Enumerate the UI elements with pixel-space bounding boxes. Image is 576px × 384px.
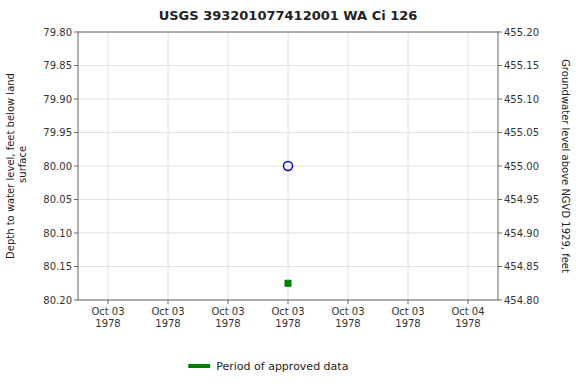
tick-mark <box>498 233 502 234</box>
tick-mark <box>74 65 78 66</box>
tick-mark <box>498 199 502 200</box>
tick-label: Oct 041978 <box>451 306 484 329</box>
data-point <box>285 280 291 286</box>
plot-frame <box>78 32 498 300</box>
tick-mark <box>108 300 109 304</box>
grid-line <box>408 32 409 300</box>
data-point <box>284 162 293 171</box>
tick-mark <box>348 300 349 304</box>
background <box>0 0 576 384</box>
tick-label: 79.85 <box>43 60 72 71</box>
text-line: Depth to water level, feet below land <box>5 73 16 259</box>
tick-mark <box>288 300 289 304</box>
tick-label: 80.10 <box>43 228 72 239</box>
text-line: Oct 03 <box>271 306 304 317</box>
tick-mark <box>74 166 78 167</box>
tick-label: 80.05 <box>43 194 72 205</box>
tick-mark <box>74 32 78 33</box>
text-line: Oct 04 <box>451 306 484 317</box>
chart: 79.80 79.85 79.90 79.95 80.00 80.05 80.10 80.15… <box>0 0 576 384</box>
tick-mark <box>498 166 502 167</box>
tick-label: Oct 031978 <box>391 306 424 329</box>
tick-mark <box>498 99 502 100</box>
text-line: 1978 <box>455 318 480 329</box>
axes: 79.80 79.85 79.90 79.95 80.00 80.05 80.10 80.15… <box>43 27 539 330</box>
grid <box>78 32 498 300</box>
tick-label: 454.80 <box>504 295 539 306</box>
tick-mark <box>74 99 78 100</box>
text-line: Oct 03 <box>151 306 184 317</box>
tick-label: 454.85 <box>504 261 539 272</box>
tick-mark <box>498 32 502 33</box>
tick-mark <box>228 300 229 304</box>
grid-line <box>468 32 469 300</box>
text-line: 1978 <box>275 318 300 329</box>
grid-line <box>108 32 109 300</box>
tick-label: Oct 031978 <box>91 306 124 329</box>
text-line: 1978 <box>335 318 360 329</box>
tick-mark <box>74 233 78 234</box>
grid-line <box>168 32 169 300</box>
text-line: Oct 03 <box>91 306 124 317</box>
tick-mark <box>168 300 169 304</box>
legend: Period of approved data <box>188 360 348 373</box>
tick-label: 80.20 <box>43 295 72 306</box>
grid-line <box>348 32 349 300</box>
tick-label: 80.15 <box>43 261 72 272</box>
tick-label: Oct 031978 <box>331 306 364 329</box>
legend-swatch <box>188 364 210 368</box>
tick-mark <box>498 300 502 301</box>
tick-label: 455.20 <box>504 27 539 38</box>
tick-mark <box>74 266 78 267</box>
grid-line <box>228 32 229 300</box>
text-line: surface <box>17 146 28 186</box>
text-line: 1978 <box>95 318 120 329</box>
tick-label: 455.05 <box>504 127 539 138</box>
text-line: Oct 03 <box>211 306 244 317</box>
text-line: Oct 03 <box>391 306 424 317</box>
tick-label: 455.00 <box>504 161 539 172</box>
tick-label: 79.80 <box>43 27 72 38</box>
tick-label: 79.90 <box>43 94 72 105</box>
text-line: 1978 <box>395 318 420 329</box>
text-line: 1978 <box>155 318 180 329</box>
axis-label: Depth to water level, feet below land su… <box>5 73 28 259</box>
marks <box>284 162 293 287</box>
tick-mark <box>498 266 502 267</box>
tick-mark <box>74 199 78 200</box>
tick-label: 454.95 <box>504 194 539 205</box>
tick-mark <box>468 300 469 304</box>
tick-label: Oct 031978 <box>211 306 244 329</box>
tick-label: Oct 031978 <box>271 306 304 329</box>
tick-label: 79.95 <box>43 127 72 138</box>
axis-label: Groundwater level above NGVD 1929, feet <box>560 59 571 273</box>
text-line: Groundwater level above NGVD 1929, feet <box>560 59 571 273</box>
tick-label: 455.10 <box>504 94 539 105</box>
tick-label: 454.90 <box>504 228 539 239</box>
tick-mark <box>498 132 502 133</box>
title: USGS 393201077412001 WA Ci 126 <box>159 8 418 23</box>
text-line: Oct 03 <box>331 306 364 317</box>
legend-label: Period of approved data <box>216 360 348 373</box>
tick-mark <box>74 300 78 301</box>
text-line: 1978 <box>215 318 240 329</box>
tick-label: Oct 031978 <box>151 306 184 329</box>
tick-label: 455.15 <box>504 60 539 71</box>
tick-mark <box>408 300 409 304</box>
tick-label: 80.00 <box>43 161 72 172</box>
tick-mark <box>498 65 502 66</box>
tick-mark <box>74 132 78 133</box>
grid-line <box>288 32 289 300</box>
